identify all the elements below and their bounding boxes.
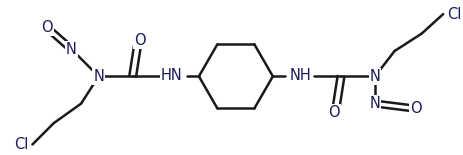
Text: HN: HN bbox=[160, 68, 182, 83]
Text: Cl: Cl bbox=[446, 7, 461, 22]
Text: N: N bbox=[66, 42, 77, 57]
Text: O: O bbox=[41, 20, 53, 35]
Text: O: O bbox=[133, 33, 145, 48]
Text: Cl: Cl bbox=[14, 137, 28, 152]
Text: N: N bbox=[369, 96, 380, 111]
Text: N: N bbox=[369, 69, 380, 84]
Text: O: O bbox=[409, 101, 421, 116]
Text: NH: NH bbox=[288, 68, 310, 83]
Text: O: O bbox=[328, 105, 339, 120]
Text: N: N bbox=[93, 69, 104, 84]
